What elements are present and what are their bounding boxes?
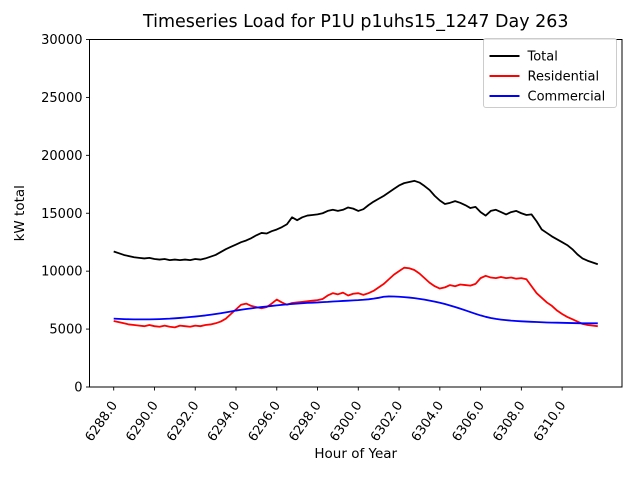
y-tick-label: 30000 — [41, 33, 82, 48]
x-tick-label: 6292.0 — [164, 399, 202, 445]
y-tick-label: 0 — [74, 381, 82, 396]
x-tick-label: 6294.0 — [205, 399, 243, 445]
y-axis-label: kW total — [12, 185, 28, 241]
y-tick-label: 25000 — [41, 91, 82, 106]
legend-label-commercial: Commercial — [528, 90, 606, 105]
series-line-residential — [113, 266, 598, 329]
y-tick-label: 20000 — [41, 149, 82, 164]
y-tick-label: 15000 — [41, 207, 82, 222]
x-tick-label: 6310.0 — [531, 399, 569, 445]
series-line-total — [113, 179, 599, 266]
plot-border — [89, 39, 623, 388]
x-axis-label: Hour of Year — [314, 446, 397, 462]
legend-label-residential: Residential — [528, 70, 600, 85]
y-tick-label: 5000 — [49, 323, 82, 338]
x-tick-label: 6304.0 — [409, 399, 447, 445]
x-tick-label: 6302.0 — [368, 399, 406, 445]
series-line-commercial — [113, 295, 598, 325]
y-tick-label: 10000 — [41, 265, 82, 280]
legend-label-total: Total — [527, 50, 558, 65]
x-tick-label: 6300.0 — [327, 399, 365, 445]
x-tick-label: 6308.0 — [490, 399, 528, 445]
x-tick-label: 6306.0 — [449, 399, 487, 445]
x-tick-label: 6298.0 — [286, 399, 324, 445]
chart-title: Timeseries Load for P1U p1uhs15_1247 Day… — [142, 12, 569, 32]
x-tick-label: 6288.0 — [83, 399, 121, 445]
x-tick-label: 6296.0 — [246, 399, 284, 445]
x-tick-label: 6290.0 — [123, 399, 161, 445]
